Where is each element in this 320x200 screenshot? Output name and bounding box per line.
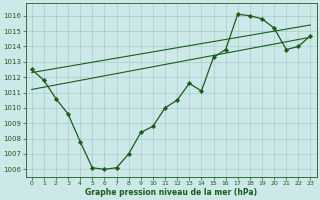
X-axis label: Graphe pression niveau de la mer (hPa): Graphe pression niveau de la mer (hPa) — [85, 188, 257, 197]
